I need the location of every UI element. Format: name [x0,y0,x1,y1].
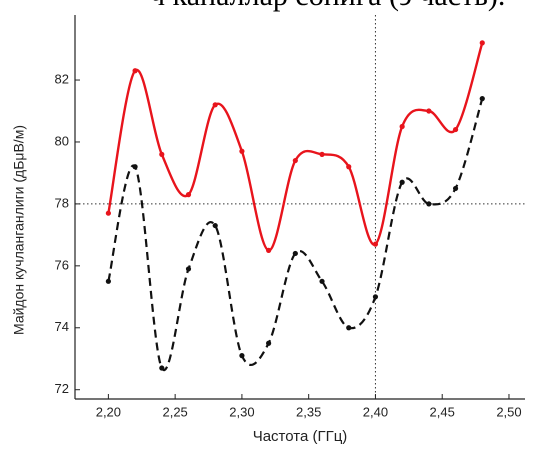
point-marker [239,353,245,359]
point-marker [105,278,111,284]
point-marker [292,250,298,257]
point-marker [159,365,165,371]
y-axis-label: Майдон кучланганлиги (дБμВ/м) [11,125,27,335]
point-marker [346,325,352,331]
point-marker [239,148,245,154]
point-marker [372,241,379,247]
y-tick-label: 76 [55,257,69,272]
y-tick-label: 78 [55,195,69,210]
x-tick-label: 2,30 [229,404,254,419]
series-line [107,98,484,372]
point-marker [426,108,432,114]
point-marker [479,40,485,46]
point-marker [266,340,272,346]
x-axis-label: Частота (ГГц) [253,428,348,445]
point-marker [479,96,485,102]
point-marker [185,266,192,272]
x-tick-label: 2,45 [430,404,455,419]
point-marker [372,294,379,300]
point-marker [212,102,218,108]
x-tick-label: 2,25 [162,404,187,419]
point-marker [159,151,165,157]
point-marker [346,164,352,170]
y-tick-label: 74 [55,319,69,334]
point-marker [426,201,432,207]
point-marker [319,278,325,284]
point-marker [266,247,272,253]
point-marker [105,210,111,216]
x-tick-label: 2,40 [363,404,388,419]
caption-fragment: ч каналлар сонига (э часть). [150,0,505,12]
x-tick-label: 2,35 [296,404,321,419]
point-marker [212,222,218,229]
series-line [107,42,484,252]
point-marker [399,179,405,185]
point-marker [319,151,325,157]
y-tick-label: 72 [55,381,69,396]
point-marker [452,185,459,192]
point-marker [399,123,405,130]
point-marker [132,68,138,74]
point-marker [132,164,138,170]
point-marker [185,192,192,198]
x-tick-label: 2,50 [496,404,521,419]
point-marker [292,157,298,164]
y-tick-label: 82 [55,71,69,86]
x-tick-label: 2,20 [96,404,121,419]
y-tick-label: 80 [55,133,69,148]
point-marker [452,126,459,133]
